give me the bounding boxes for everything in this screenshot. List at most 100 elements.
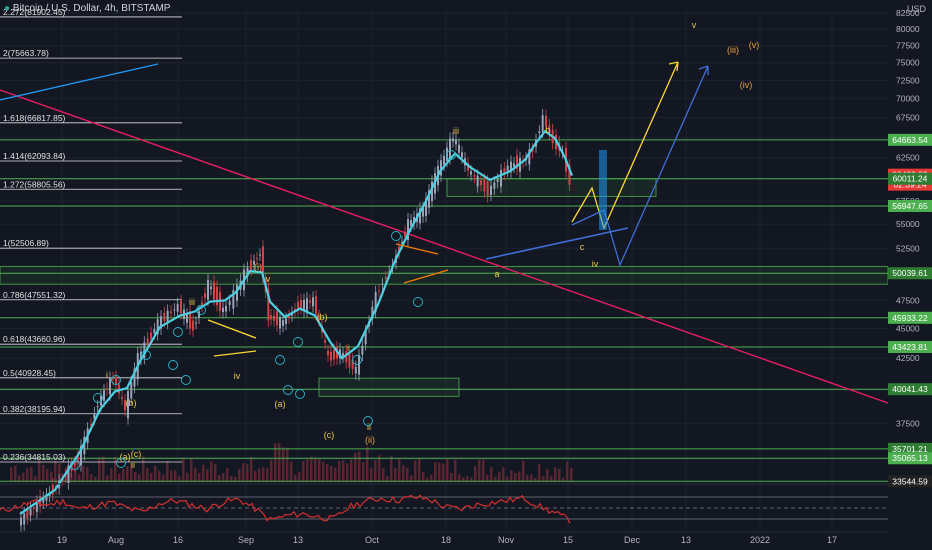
candle-body: [538, 131, 541, 133]
wave-marker-icon: [295, 389, 305, 399]
time-tick-label: Aug: [108, 535, 124, 545]
candle-body: [90, 424, 92, 426]
volume-bar: [110, 468, 113, 482]
wave-label: v: [266, 274, 271, 284]
candle-body: [232, 290, 235, 309]
time-axis: 19 Aug 16 Sep 13 Oct 18 Nov 15 Dec 13 2022 17: [0, 531, 888, 545]
volume-bar: [390, 456, 393, 482]
volume-bar: [206, 469, 209, 482]
volume-bar: [534, 477, 537, 482]
wave-label: (c): [324, 430, 335, 440]
price-label-text: 45933.22: [892, 313, 928, 323]
candle-body: [118, 384, 120, 394]
candle-body: [568, 165, 571, 185]
volume-bar: [366, 446, 369, 482]
volume-bar: [522, 460, 525, 482]
time-tick-label: 13: [681, 535, 691, 545]
chart-header[interactable]: ● Bitcoin / U.S. Dollar, 4h, BITSTAMP: [4, 3, 170, 14]
candle-body: [461, 152, 463, 158]
candle-body: [401, 241, 403, 244]
volume-bar: [474, 466, 477, 482]
candle-body: [503, 168, 506, 174]
volume-bar: [494, 476, 497, 482]
candle-body: [545, 115, 547, 127]
volume-bar: [554, 467, 557, 482]
fib-label: 0.786(47551.32): [3, 290, 66, 300]
wave-marker-icon: [196, 305, 206, 315]
volume-bar: [566, 461, 569, 482]
fib-label: 0.236(34815.03): [3, 452, 66, 462]
price-label-text: 40041.43: [892, 384, 928, 394]
candle-body: [470, 171, 472, 175]
fib-label: 1.414(62093.84): [3, 151, 66, 161]
volume-bar: [226, 468, 229, 482]
candle-body: [103, 390, 105, 401]
candle-body: [309, 300, 311, 303]
volume-bar: [146, 468, 149, 482]
wave-label: iv: [592, 259, 599, 269]
candle-body: [156, 319, 159, 335]
volume-bar: [170, 470, 173, 482]
candle-body: [42, 497, 45, 503]
candle-body: [228, 300, 231, 306]
candle-body: [318, 315, 320, 321]
candle-body: [115, 376, 117, 385]
fib-label: 0.382(38195.94): [3, 404, 66, 414]
wave-label: ii: [367, 422, 371, 432]
candle-body: [216, 286, 218, 306]
volume-bar: [402, 465, 405, 482]
price-label-box: [888, 172, 932, 185]
candle-body: [528, 149, 531, 165]
wedge-line: [207, 319, 257, 339]
volume-bar: [122, 468, 125, 482]
volume-bar: [374, 460, 377, 482]
candle-body: [262, 246, 264, 278]
candle-body: [83, 436, 86, 455]
volume-bar: [274, 443, 277, 482]
price-label-box: [888, 267, 932, 280]
projection-path-yellow: [571, 61, 679, 230]
fib-label: 2.272(81902.45): [3, 7, 66, 17]
candle-body: [364, 331, 367, 345]
candle-body: [279, 316, 281, 329]
horizontal-levels: [0, 139, 888, 482]
currency-label[interactable]: USD: [906, 4, 926, 14]
volume-bar: [22, 472, 25, 482]
wave-label: ii: [131, 460, 135, 470]
price-label-text: 35065.13: [892, 453, 928, 463]
candle-body: [130, 381, 133, 399]
volume-bar: [562, 477, 565, 482]
candle-body: [146, 338, 149, 345]
volume-bar: [462, 477, 465, 482]
candle-body: [455, 139, 457, 145]
candle-body: [431, 181, 433, 202]
volume-bar: [506, 476, 509, 482]
volume-bars: [10, 443, 573, 482]
volume-bar: [530, 474, 533, 482]
wave-label: i: [347, 343, 349, 353]
trend-line-blue: [0, 63, 159, 101]
volume-bar: [18, 475, 21, 482]
volume-bar: [186, 472, 189, 482]
volume-bar: [542, 476, 545, 482]
candle-body: [100, 395, 102, 406]
price-tick-label: 82500: [896, 8, 920, 18]
volume-bar: [54, 460, 57, 482]
volume-bar: [86, 467, 89, 482]
candle-body: [510, 161, 512, 172]
wave-marker-icon: [413, 297, 423, 307]
candle-body: [195, 322, 197, 324]
volume-bar: [342, 460, 345, 482]
wave-label: (iii): [727, 45, 739, 55]
volume-bar: [70, 472, 73, 482]
volume-bar: [502, 467, 505, 482]
ma-path: [19, 129, 574, 515]
volume-bar: [370, 467, 373, 482]
time-tick-label: 16: [173, 535, 183, 545]
volume-bar: [58, 463, 61, 482]
candle-body: [303, 299, 305, 311]
volume-bar: [190, 458, 193, 482]
candle-body: [273, 315, 275, 321]
zones: [0, 178, 889, 397]
